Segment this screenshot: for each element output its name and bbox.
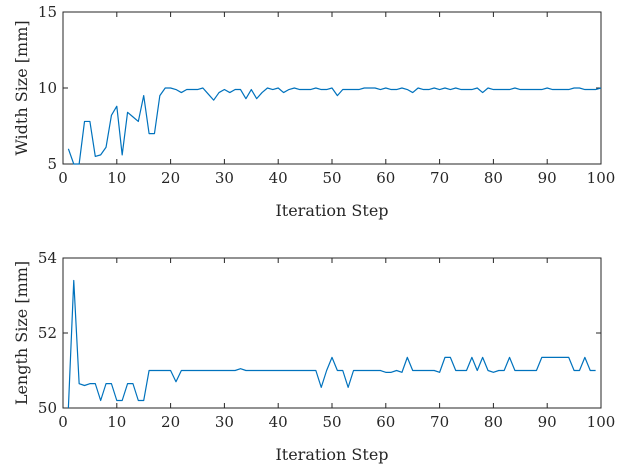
length-plot-frame xyxy=(62,257,602,409)
width-x-tick-label: 50 xyxy=(322,169,341,187)
length-x-tick-label: 10 xyxy=(107,413,126,431)
length-y-tick-label: 52 xyxy=(38,324,57,342)
width-x-tick-label: 90 xyxy=(538,169,557,187)
length-x-tick-label: 70 xyxy=(430,413,449,431)
width-y-tick-label: 10 xyxy=(38,79,57,97)
width-x-tick-label: 100 xyxy=(587,169,616,187)
width-x-tick-label: 70 xyxy=(430,169,449,187)
width-x-tick-label: 0 xyxy=(58,169,68,187)
length-x-tick-label: 60 xyxy=(376,413,395,431)
width-x-tick-label: 10 xyxy=(107,169,126,187)
width-x-axis-label: Iteration Step xyxy=(275,201,388,220)
length-x-tick-label: 20 xyxy=(161,413,180,431)
length-x-axis-label: Iteration Step xyxy=(275,445,388,464)
length-x-tick-label: 40 xyxy=(269,413,288,431)
length-y-axis-label: Length Size [mm] xyxy=(12,261,31,405)
length-x-tick-label: 80 xyxy=(484,413,503,431)
width-x-tick-label: 60 xyxy=(376,169,395,187)
width-y-tick-label: 5 xyxy=(47,155,57,173)
length-x-tick-label: 90 xyxy=(538,413,557,431)
width-series-line xyxy=(67,87,602,165)
length-y-tick-label: 50 xyxy=(38,399,57,417)
width-x-tick-label: 40 xyxy=(269,169,288,187)
width-x-tick-label: 20 xyxy=(161,169,180,187)
length-x-tick-label: 30 xyxy=(215,413,234,431)
width-x-tick-label: 80 xyxy=(484,169,503,187)
length-x-tick-label: 0 xyxy=(58,413,68,431)
width-y-axis-label: Width Size [mm] xyxy=(12,20,31,155)
width-y-tick-label: 15 xyxy=(38,3,57,21)
length-x-tick-label: 50 xyxy=(322,413,341,431)
width-x-tick-label: 30 xyxy=(215,169,234,187)
length-y-tick-label: 54 xyxy=(38,249,57,267)
length-x-tick-label: 100 xyxy=(587,413,616,431)
length-series-line xyxy=(67,279,596,409)
